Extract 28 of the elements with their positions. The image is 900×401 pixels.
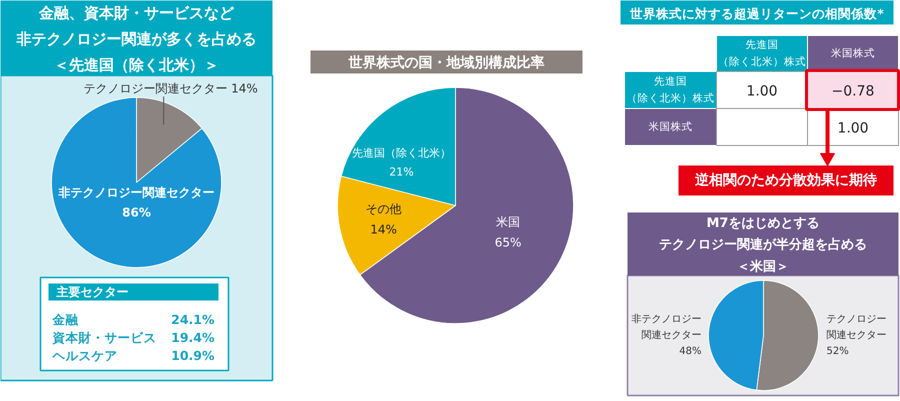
text: 19.4% (171, 330, 215, 345)
text: 主要セクター (56, 285, 128, 299)
data-label: 1.00 (837, 120, 869, 136)
data-label: −0.78 (832, 84, 874, 100)
slice-label: 米国 (496, 215, 520, 230)
slice-label: その他 (366, 202, 402, 216)
data-label: 52% (826, 346, 849, 357)
text: 逆相関のため分散効果に期待 (694, 172, 877, 188)
slice-label: テクノロジー関連セクター 14% (83, 82, 258, 96)
data-label: 48% (679, 346, 702, 357)
chart-title: M7をはじめとするテクノロジー関連が半分超を占める＜米国＞ (659, 216, 867, 274)
chart-title: 世界株式の国・地域別構成比率 (348, 54, 544, 71)
text: 10.9% (171, 348, 215, 363)
data-label: 1.00 (746, 84, 778, 100)
text: 金融 (52, 312, 80, 327)
data-label: 14% (370, 222, 397, 236)
chart-title: 世界株式に対する超過リターンの相関係数* (629, 6, 884, 21)
slice-label: テクノロジー関連セクター (826, 314, 886, 341)
text: 資本財・サービス (52, 330, 156, 345)
text: ヘルスケア (52, 348, 118, 363)
slice-label: 非テクノロジー関連セクター (58, 185, 214, 200)
data-label: 21% (389, 165, 414, 178)
data-label: 86% (122, 206, 151, 220)
data-label: 65% (494, 235, 522, 250)
slice-label: 非テクノロジー関連セクター (632, 313, 702, 341)
slice-label: 先進国（除く北米） (352, 146, 451, 160)
text: 24.1% (171, 312, 215, 327)
chart-title: 金融、資本財・サービスなど非テクノロジー関連が多くを占める＜先進国（除く北米）＞ (16, 4, 256, 74)
